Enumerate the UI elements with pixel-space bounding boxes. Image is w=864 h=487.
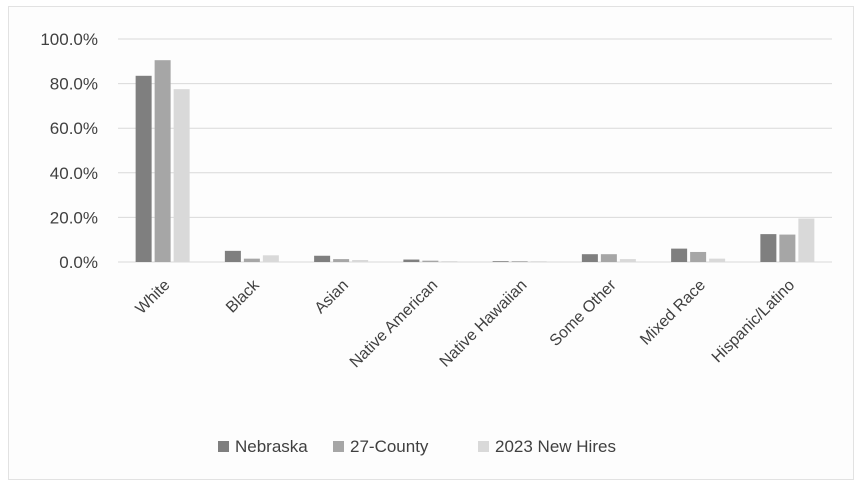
bar-2023-new-hires xyxy=(709,258,726,262)
x-tick-label: Native American xyxy=(347,277,441,371)
x-tick-label: Hispanic/Latino xyxy=(709,277,798,366)
y-tick-label: 40.0% xyxy=(50,164,98,183)
bar-27-county xyxy=(333,259,350,262)
x-tick-label: Black xyxy=(223,276,263,316)
legend-swatch xyxy=(478,441,489,452)
bar-nebraska xyxy=(314,255,331,262)
bar-2023-new-hires xyxy=(441,261,458,262)
bar-2023-new-hires xyxy=(530,261,547,262)
bar-27-county xyxy=(243,258,260,262)
bar-2023-new-hires xyxy=(798,218,815,262)
bar-2023-new-hires xyxy=(352,259,369,262)
bar-nebraska xyxy=(671,248,688,262)
y-tick-label: 60.0% xyxy=(50,119,98,138)
bar-27-county xyxy=(422,260,439,262)
bar-nebraska xyxy=(760,234,777,262)
bar-nebraska xyxy=(581,254,598,262)
x-tick-label: Native Hawaiian xyxy=(437,277,531,371)
bar-2023-new-hires xyxy=(619,259,636,262)
bar-nebraska xyxy=(135,75,152,262)
y-tick-label: 80.0% xyxy=(50,75,98,94)
legend-label: 27-County xyxy=(350,437,429,456)
x-tick-label: White xyxy=(133,277,174,318)
y-axis: 0.0% 20.0% 40.0% 60.0% 80.0% 100.0% xyxy=(40,30,98,272)
bar-nebraska xyxy=(403,259,420,262)
y-tick-label: 0.0% xyxy=(59,253,98,272)
y-tick-label: 20.0% xyxy=(50,208,98,227)
legend-swatch xyxy=(333,441,344,452)
bar-nebraska xyxy=(224,250,241,262)
bar-2023-new-hires xyxy=(173,89,190,262)
x-tick-label: Asian xyxy=(312,277,352,317)
bar-27-county xyxy=(690,251,707,262)
bar-2023-new-hires xyxy=(262,255,279,262)
legend-label: Nebraska xyxy=(235,437,308,456)
legend: Nebraska 27-County 2023 New Hires xyxy=(218,437,616,456)
x-tick-label: Some Other xyxy=(547,276,620,349)
legend-swatch xyxy=(218,441,229,452)
bar-27-county xyxy=(600,254,617,262)
bar-27-county xyxy=(779,234,796,262)
bars xyxy=(135,60,815,263)
x-tick-label: Mixed Race xyxy=(637,277,709,349)
bar-27-county xyxy=(511,261,528,262)
grid-layer xyxy=(118,38,832,263)
bar-27-county xyxy=(154,60,171,263)
legend-label: 2023 New Hires xyxy=(495,437,616,456)
y-tick-label: 100.0% xyxy=(40,30,98,49)
bar-nebraska xyxy=(492,261,509,262)
